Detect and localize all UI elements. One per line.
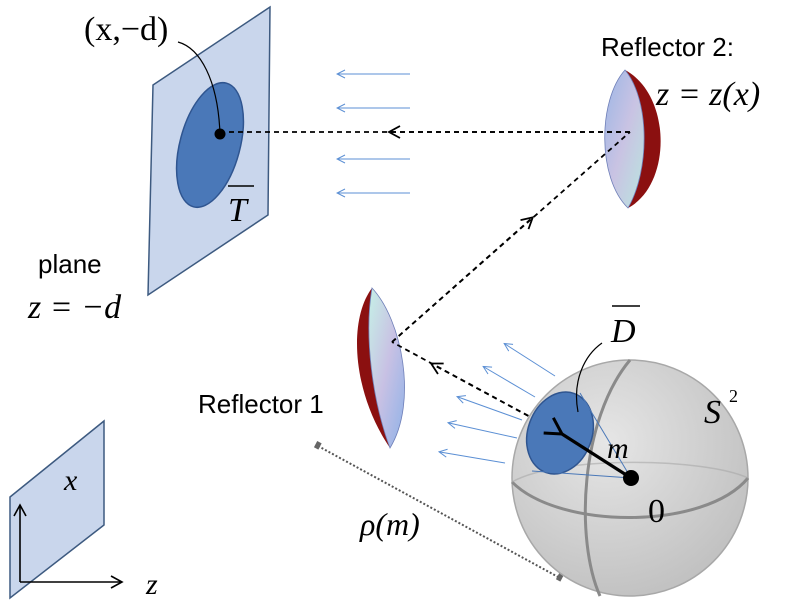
- cone-lines: [531, 392, 632, 479]
- source-set-label: D: [610, 313, 636, 350]
- direction-arrow: [543, 417, 632, 480]
- plane-word-label: plane: [38, 249, 102, 279]
- axis-z-label: z: [145, 568, 158, 600]
- point-leader-line: [177, 41, 221, 135]
- sphere-label: S: [704, 394, 721, 431]
- target-set-ellipse: [175, 81, 245, 209]
- source-ray-arrows: [440, 344, 556, 464]
- plane-equation-label: z = −d: [27, 289, 122, 326]
- direction-label: m: [607, 432, 629, 465]
- reflector-2-equation: z = z(x): [655, 76, 760, 113]
- axes-plane: [9, 419, 105, 600]
- reflector-1-label: Reflector 1: [198, 389, 324, 419]
- distance-indicator: [313, 441, 564, 582]
- origin-label: 0: [648, 493, 665, 530]
- distance-label: ρ(m): [359, 506, 420, 542]
- target-set-label: T: [228, 192, 249, 229]
- sphere-exponent: 2: [729, 386, 738, 406]
- incoming-ray-arrows: [338, 74, 410, 193]
- point-label: (x,−d): [84, 11, 168, 48]
- reflector-2: [604, 69, 661, 209]
- axis-x-label: x: [63, 464, 78, 497]
- origin-point: [623, 470, 639, 486]
- reflector-2-title: Reflector 2:: [601, 32, 734, 62]
- reflector-1: [357, 287, 405, 449]
- source-leader-line: [575, 342, 603, 413]
- target-point: [214, 128, 226, 140]
- coordinate-axes: [13, 503, 124, 589]
